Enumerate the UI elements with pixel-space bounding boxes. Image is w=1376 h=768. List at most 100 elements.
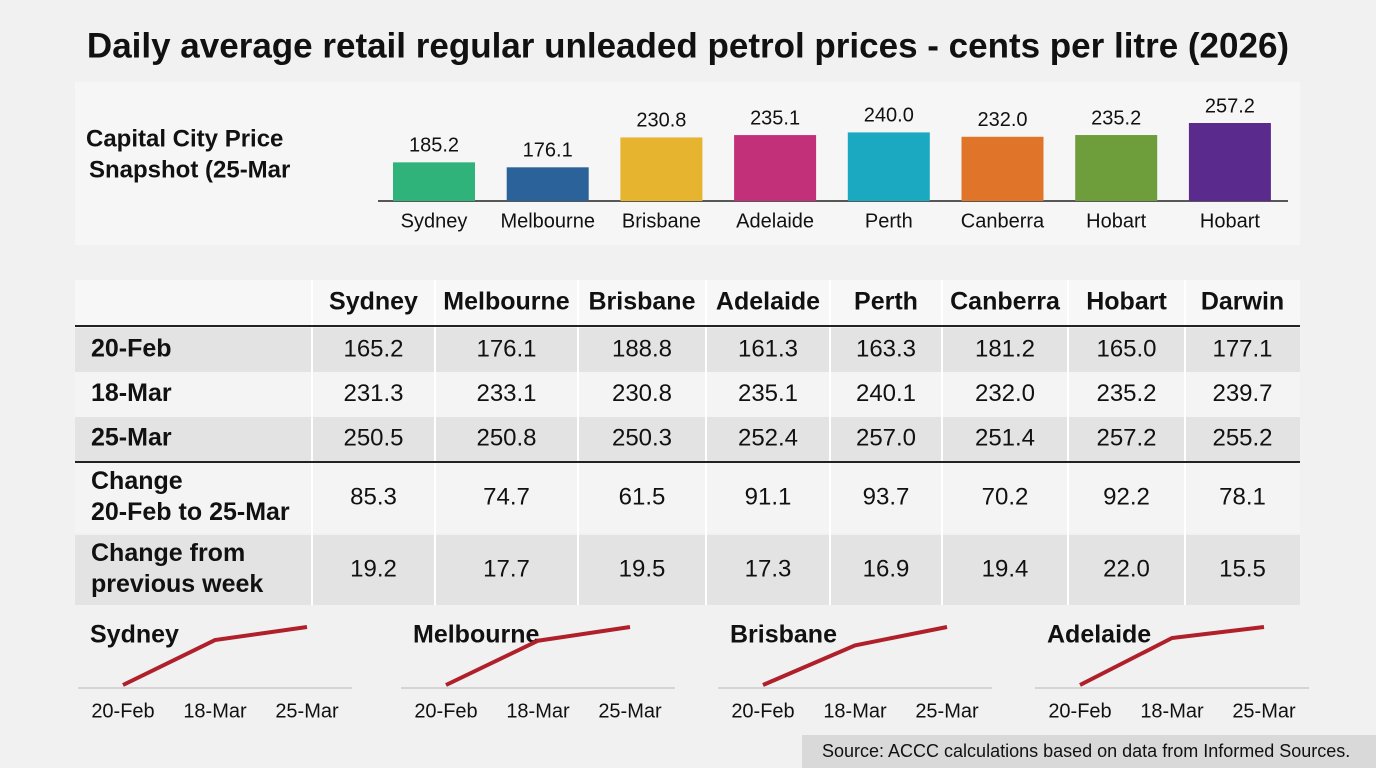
sparkline-title: Sydney bbox=[90, 621, 179, 649]
table-cell: 250.3 bbox=[612, 424, 672, 451]
table-cell: 61.5 bbox=[619, 483, 666, 510]
table-cell: 163.3 bbox=[856, 335, 916, 362]
table-row bbox=[75, 417, 1300, 461]
table-cell: 257.2 bbox=[1096, 424, 1156, 451]
value-label: 235.1 bbox=[750, 107, 800, 129]
table-cell: 251.4 bbox=[975, 424, 1035, 451]
bar bbox=[506, 167, 589, 201]
x-tick-label: 18-Mar bbox=[183, 700, 247, 722]
column-header: Adelaide bbox=[716, 288, 820, 316]
page-title: Daily average retail regular unleaded pe… bbox=[87, 26, 1289, 65]
table-row bbox=[75, 535, 1300, 605]
category-label: Canberra bbox=[961, 210, 1045, 232]
table-row bbox=[75, 463, 1300, 533]
table-cell: 165.2 bbox=[343, 335, 403, 362]
value-label: 240.0 bbox=[864, 105, 914, 127]
table-cell: 232.0 bbox=[975, 380, 1035, 407]
table-cell: 176.1 bbox=[476, 335, 536, 362]
value-label: 257.2 bbox=[1205, 95, 1255, 117]
table-cell: 250.8 bbox=[476, 424, 536, 451]
row-label: previous week bbox=[91, 570, 263, 598]
table-cell: 235.1 bbox=[738, 380, 798, 407]
table-cell: 70.2 bbox=[982, 483, 1029, 510]
column-header: Darwin bbox=[1201, 288, 1284, 316]
table-header bbox=[75, 280, 1300, 325]
row-label: 20-Feb to 25-Mar bbox=[91, 498, 290, 526]
table-cell: 252.4 bbox=[738, 424, 798, 451]
table-cell: 177.1 bbox=[1212, 335, 1272, 362]
value-label: 232.0 bbox=[977, 109, 1027, 131]
sparkline-title: Adelaide bbox=[1047, 621, 1151, 649]
category-label: Sydney bbox=[401, 210, 468, 232]
table-cell: 19.2 bbox=[350, 555, 397, 582]
x-tick-label: 20-Feb bbox=[1048, 700, 1111, 722]
table-row bbox=[75, 372, 1300, 417]
table-cell: 165.0 bbox=[1096, 335, 1156, 362]
x-tick-label: 25-Mar bbox=[915, 700, 979, 722]
table-cell: 240.1 bbox=[856, 380, 916, 407]
x-tick-label: 25-Mar bbox=[275, 700, 339, 722]
sparkline bbox=[762, 625, 948, 687]
table-cell: 17.7 bbox=[483, 555, 530, 582]
bar bbox=[847, 132, 930, 201]
x-tick-label: 20-Feb bbox=[731, 700, 794, 722]
sparkline bbox=[1079, 625, 1265, 687]
table-cell: 17.3 bbox=[745, 555, 792, 582]
column-header: Hobart bbox=[1086, 288, 1167, 316]
column-header: Canberra bbox=[950, 288, 1061, 316]
table-cell: 188.8 bbox=[612, 335, 672, 362]
bar bbox=[1188, 123, 1271, 201]
bar bbox=[734, 135, 817, 201]
source-box bbox=[802, 735, 1376, 768]
row-label: 20-Feb bbox=[91, 335, 172, 363]
row-label: Change from bbox=[91, 539, 245, 567]
category-label: Melbourne bbox=[500, 210, 595, 232]
table-cell: 239.7 bbox=[1212, 380, 1272, 407]
row-label: Change bbox=[91, 467, 183, 495]
table-cell: 15.5 bbox=[1219, 555, 1266, 582]
column-header: Sydney bbox=[329, 288, 418, 316]
category-label: Hobart bbox=[1086, 210, 1146, 232]
category-label: Adelaide bbox=[736, 210, 814, 232]
value-label: 230.8 bbox=[636, 110, 686, 132]
table-cell: 85.3 bbox=[350, 483, 397, 510]
table-cell: 233.1 bbox=[476, 380, 536, 407]
table-cell: 92.2 bbox=[1103, 483, 1150, 510]
x-tick-label: 18-Mar bbox=[1140, 700, 1204, 722]
x-tick-label: 18-Mar bbox=[506, 700, 570, 722]
table-cell: 255.2 bbox=[1212, 424, 1272, 451]
bar bbox=[1075, 135, 1158, 201]
table-cell: 93.7 bbox=[863, 483, 910, 510]
column-header: Brisbane bbox=[589, 288, 696, 316]
table-cell: 250.5 bbox=[343, 424, 403, 451]
column-header: Melbourne bbox=[443, 288, 569, 316]
x-tick-label: 25-Mar bbox=[1232, 700, 1296, 722]
sparkline bbox=[122, 625, 308, 687]
table-cell: 74.7 bbox=[483, 483, 530, 510]
table-cell: 22.0 bbox=[1103, 555, 1150, 582]
sparkline bbox=[445, 625, 631, 687]
table-cell: 19.5 bbox=[619, 555, 666, 582]
x-tick-label: 20-Feb bbox=[414, 700, 477, 722]
bar bbox=[961, 136, 1044, 201]
x-tick-label: 20-Feb bbox=[91, 700, 154, 722]
row-label: 25-Mar bbox=[91, 424, 172, 452]
category-label: Perth bbox=[865, 210, 913, 232]
sparkline-title: Melbourne bbox=[413, 621, 539, 649]
table-cell: 231.3 bbox=[343, 380, 403, 407]
table-cell: 16.9 bbox=[863, 555, 910, 582]
table-cell: 91.1 bbox=[745, 483, 792, 510]
panel-title: Snapshot (25-Mar bbox=[89, 156, 290, 183]
table-cell: 161.3 bbox=[738, 335, 798, 362]
table-cell: 257.0 bbox=[856, 424, 916, 451]
value-label: 176.1 bbox=[523, 140, 573, 162]
bar bbox=[393, 162, 475, 201]
row-label: 18-Mar bbox=[91, 379, 172, 407]
x-tick-label: 18-Mar bbox=[823, 700, 887, 722]
table-cell: 78.1 bbox=[1219, 483, 1266, 510]
bar bbox=[620, 137, 703, 201]
value-label: 235.2 bbox=[1091, 107, 1141, 129]
column-header: Perth bbox=[854, 288, 918, 316]
sparkline-title: Brisbane bbox=[730, 621, 837, 649]
